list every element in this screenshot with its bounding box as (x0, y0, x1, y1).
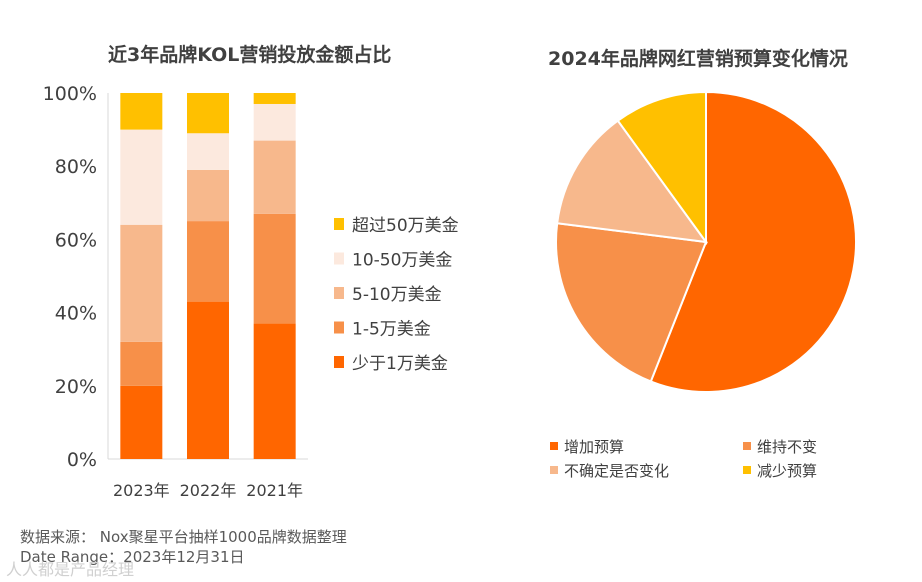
bar-segment-2022年-超过50万美金 (187, 93, 229, 134)
bar-segment-2022年-10-50万美金 (187, 133, 229, 170)
legend-label: 少于1万美金 (352, 354, 448, 374)
pie-slice-不确定是否变化 (556, 119, 709, 244)
bar-segment-2022年-少于1万美金 (187, 301, 229, 459)
x-tick-label: 2021年 (246, 481, 303, 500)
y-tick-label: 20% (55, 376, 97, 398)
y-tick-label: 40% (55, 303, 97, 325)
legend-label: 超过50万美金 (352, 216, 459, 236)
pie-legend-label: 增加预算 (564, 438, 624, 456)
x-tick-label: 2022年 (180, 481, 237, 500)
x-tick-label: 2023年 (113, 481, 170, 500)
bar-segment-2023年-5-10万美金 (120, 224, 163, 342)
pie-legend-swatch-维持不变 (743, 442, 751, 450)
bar-segment-2023年-超过50万美金 (120, 93, 163, 130)
bar-segment-2021年-10-50万美金 (253, 103, 296, 141)
bar-segment-2023年-少于1万美金 (120, 385, 163, 459)
legend-label: 1-5万美金 (352, 320, 431, 340)
date-range-note: Date Range：2023年12月31日 (20, 548, 245, 566)
pie-slice-增加预算 (649, 90, 857, 393)
bar-segment-2022年-5-10万美金 (187, 169, 229, 222)
bar-segment-2021年-5-10万美金 (253, 140, 296, 214)
pie-legend-label: 减少预算 (757, 462, 817, 480)
bar-chart-title: 近3年品牌KOL营销投放金额占比 (108, 44, 392, 66)
watermark-logo: 人人都是产品经理 (6, 560, 135, 579)
bar-segment-2022年-1-5万美金 (187, 221, 229, 302)
y-tick-label: 100% (43, 83, 97, 105)
data-source-note: 数据来源： Nox聚星平台抽样1000品牌数据整理 (20, 528, 347, 546)
legend-swatch-少于1万美金 (334, 356, 344, 368)
legend-label: 10-50万美金 (352, 251, 452, 271)
legend-swatch-10-50万美金 (334, 252, 344, 265)
bar-segment-2021年-少于1万美金 (253, 323, 296, 459)
pie-legend-label: 维持不变 (757, 438, 817, 456)
legend-swatch-5-10万美金 (334, 287, 344, 299)
bar-segment-2021年-1-5万美金 (253, 213, 296, 324)
bar-segment-2023年-10-50万美金 (120, 129, 163, 225)
y-tick-label: 60% (55, 229, 97, 251)
bar-segment-2021年-超过50万美金 (253, 93, 296, 104)
y-tick-label: 0% (67, 449, 97, 471)
pie-legend-swatch-减少预算 (743, 466, 751, 474)
bar-segment-2023年-1-5万美金 (120, 341, 163, 386)
y-tick-label: 80% (55, 156, 97, 178)
legend-label: 5-10万美金 (352, 285, 442, 305)
legend-swatch-超过50万美金 (334, 218, 344, 230)
legend-swatch-1-5万美金 (334, 321, 344, 334)
pie-legend-swatch-增加预算 (550, 442, 558, 450)
pie-slice-维持不变 (555, 222, 708, 383)
pie-chart-title: 2024年品牌网红营销预算变化情况 (548, 48, 848, 70)
pie-legend-label: 不确定是否变化 (564, 462, 669, 480)
pie-slice-减少预算 (616, 90, 707, 246)
pie-legend-swatch-不确定是否变化 (550, 466, 558, 474)
